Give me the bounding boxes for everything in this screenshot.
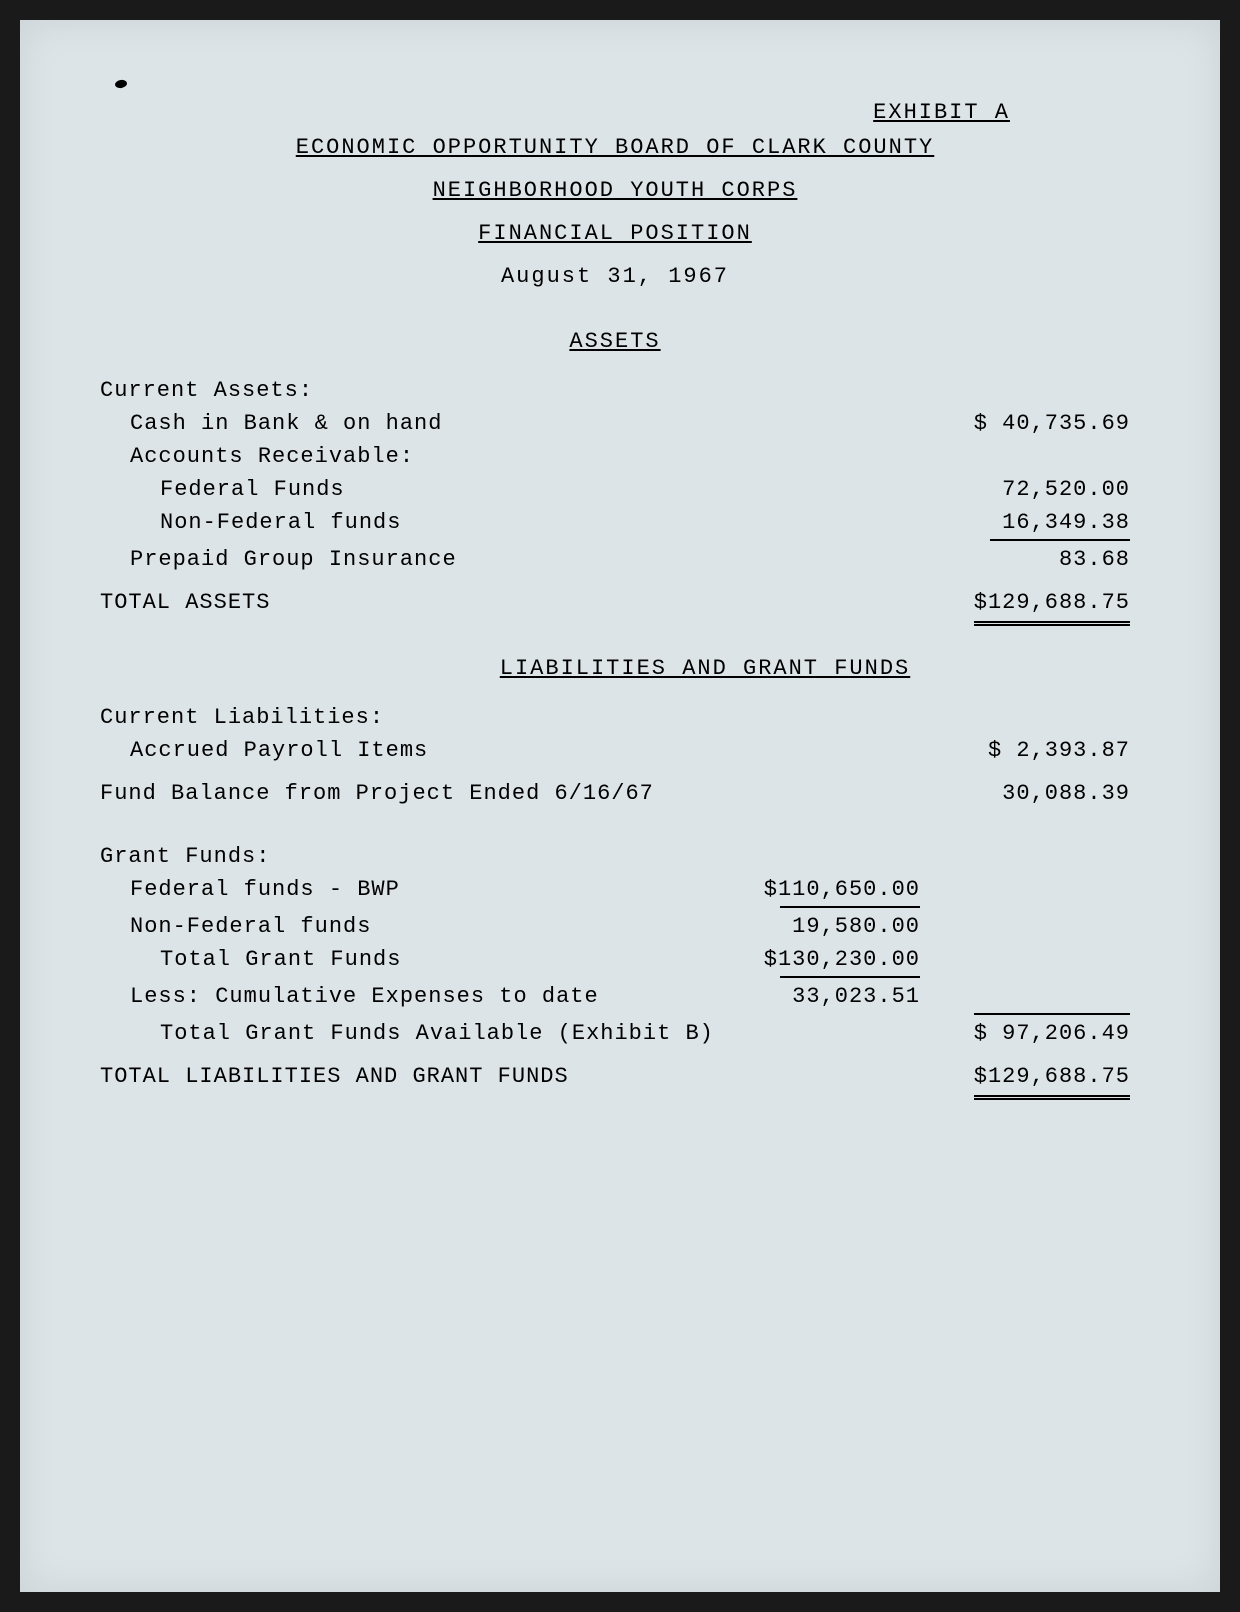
scan-artifact xyxy=(114,79,127,89)
org-name: ECONOMIC OPPORTUNITY BOARD OF CLARK COUN… xyxy=(100,135,1130,160)
accrued-value: $ 2,393.87 xyxy=(930,734,1130,767)
liabilities-content: Current Liabilities: Accrued Payroll Ite… xyxy=(100,701,1130,1100)
nonfed-funds-label: Non-Federal funds xyxy=(100,910,750,943)
assets-section-title: ASSETS xyxy=(100,329,1130,354)
total-assets-label: TOTAL ASSETS xyxy=(100,586,750,619)
doc-date: August 31, 1967 xyxy=(100,264,1130,289)
total-grant-label: Total Grant Funds xyxy=(100,943,750,976)
nonfederal-funds-value: 16,349.38 xyxy=(930,506,1130,539)
cash-label: Cash in Bank & on hand xyxy=(100,407,750,440)
fund-balance-value: 30,088.39 xyxy=(930,777,1130,810)
total-liab-label: TOTAL LIABILITIES AND GRANT FUNDS xyxy=(100,1060,750,1093)
total-assets-value: $129,688.75 xyxy=(974,586,1130,626)
program-name: NEIGHBORHOOD YOUTH CORPS xyxy=(100,178,1130,203)
liabilities-section-title: LIABILITIES AND GRANT FUNDS xyxy=(100,656,1130,681)
prepaid-label: Prepaid Group Insurance xyxy=(100,543,750,576)
exhibit-label: EXHIBIT A xyxy=(100,100,1130,125)
federal-funds-label: Federal Funds xyxy=(100,473,750,506)
available-value: $ 97,206.49 xyxy=(974,1013,1130,1050)
less-expenses-label: Less: Cumulative Expenses to date xyxy=(100,980,750,1013)
available-label: Total Grant Funds Available (Exhibit B) xyxy=(100,1017,750,1050)
fed-bwp-label: Federal funds - BWP xyxy=(100,873,750,906)
total-liab-value: $129,688.75 xyxy=(974,1060,1130,1100)
federal-funds-value: 72,520.00 xyxy=(930,473,1130,506)
fed-bwp-value: $110,650.00 xyxy=(750,873,930,906)
assets-content: Current Assets: Cash in Bank & on hand $… xyxy=(100,374,1130,626)
prepaid-value: 83.68 xyxy=(990,539,1130,576)
document-header: ECONOMIC OPPORTUNITY BOARD OF CLARK COUN… xyxy=(100,135,1130,289)
current-assets-label: Current Assets: xyxy=(100,374,750,407)
fund-balance-label: Fund Balance from Project Ended 6/16/67 xyxy=(100,777,750,810)
cash-value: $ 40,735.69 xyxy=(930,407,1130,440)
accrued-label: Accrued Payroll Items xyxy=(100,734,750,767)
nonfederal-funds-label: Non-Federal funds xyxy=(100,506,750,539)
document-page: EXHIBIT A ECONOMIC OPPORTUNITY BOARD OF … xyxy=(20,20,1220,1592)
doc-title: FINANCIAL POSITION xyxy=(100,221,1130,246)
ar-label: Accounts Receivable: xyxy=(100,440,750,473)
total-grant-value: $130,230.00 xyxy=(750,943,930,976)
nonfed-funds-value: 19,580.00 xyxy=(780,906,920,943)
less-expenses-value: 33,023.51 xyxy=(780,976,920,1013)
grant-funds-label: Grant Funds: xyxy=(100,840,750,873)
current-liab-label: Current Liabilities: xyxy=(100,701,750,734)
